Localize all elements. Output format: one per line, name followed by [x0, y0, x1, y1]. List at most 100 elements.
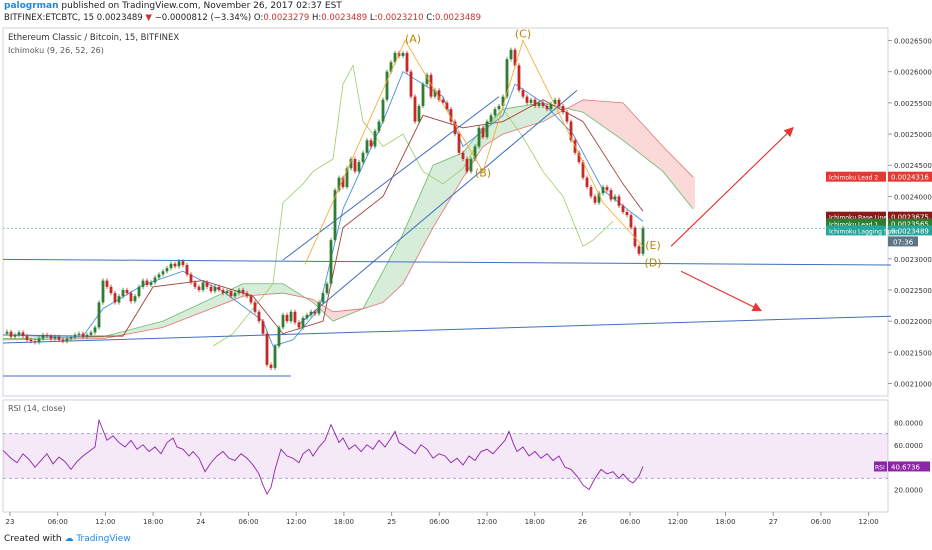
price-tag-label: Ichimoku Lead 1: [829, 222, 878, 229]
candle-body: [501, 96, 505, 106]
kumo-segment: [587, 100, 591, 118]
candle-body: [337, 177, 341, 191]
kumo-segment: [295, 291, 299, 297]
x-tick-label: 18:00: [143, 518, 163, 526]
price-tag-label-bg: [826, 225, 886, 236]
candle-body: [21, 332, 25, 337]
rsi-tick-label: 60.0000: [894, 442, 923, 450]
kumo-segment: [419, 188, 423, 254]
kumo-segment: [651, 133, 655, 166]
kumo-segment: [671, 154, 675, 187]
candle-body: [581, 162, 585, 178]
chart-title: Ethereum Classic / Bitcoin, 15, BITFINEX: [8, 33, 179, 43]
candle-body: [565, 112, 569, 122]
candle-body: [149, 282, 153, 285]
candle-body: [69, 337, 73, 339]
candle-body: [521, 90, 525, 97]
kumo-segment: [95, 336, 99, 339]
candle-body: [29, 339, 33, 342]
kumo-segment: [195, 304, 199, 315]
x-tick-label: 24: [196, 518, 205, 526]
kumo-segment: [259, 283, 263, 295]
kumo-segment: [167, 317, 171, 326]
y-tick-label: 0.0022000: [894, 318, 932, 326]
kumo-segment: [639, 120, 643, 156]
y-tick-label: 0.0021500: [894, 349, 932, 357]
time-axis[interactable]: 23 06:00 12:00 18:00 24 06:00 12:00 18:00 25 06:0…: [6, 512, 879, 526]
close-value: 0.0023489: [435, 13, 481, 23]
candle-body: [505, 59, 509, 97]
kumo-segment: [351, 309, 355, 314]
price-tag: [888, 211, 932, 222]
kumo-segment: [383, 263, 387, 303]
candle-body: [569, 121, 573, 141]
candle-body: [197, 286, 201, 290]
candle-body: [425, 74, 429, 85]
candle-body: [545, 105, 549, 110]
kumo-segment: [283, 283, 287, 294]
x-tick-label: 06:00: [238, 518, 258, 526]
x-tick-label: 06:00: [429, 518, 449, 526]
open-value: 0.0023279: [263, 13, 310, 23]
candle-body: [105, 280, 109, 287]
candle-body: [509, 49, 513, 60]
kumo-segment: [367, 293, 371, 308]
candle-body: [281, 314, 285, 328]
kumo-segment: [163, 319, 167, 328]
candle-body: [561, 105, 565, 113]
kumo-segment: [179, 311, 183, 322]
kumo-segment: [335, 311, 339, 321]
kumo-segment: [399, 233, 403, 288]
candle-body: [109, 286, 113, 294]
kumo-segment: [215, 294, 219, 308]
candle-body: [333, 190, 337, 241]
candle-body: [5, 331, 9, 334]
candle-body: [577, 152, 581, 163]
kumo-segment: [423, 178, 427, 247]
candle-body: [597, 193, 601, 203]
kumo-segment: [579, 99, 583, 113]
tradingview-logo-icon[interactable]: ☁: [64, 534, 74, 544]
trendline: [2, 315, 892, 344]
candle-body: [625, 212, 629, 216]
kumo-segment: [591, 100, 595, 121]
x-tick-label: 06:00: [48, 518, 68, 526]
candle-body: [557, 99, 561, 106]
candle-body: [525, 96, 529, 103]
candle-body: [641, 228, 645, 254]
author-name[interactable]: palogrman: [4, 1, 59, 11]
candle-body: [213, 286, 217, 292]
x-tick-label: 18:00: [715, 518, 735, 526]
kumo-segment: [223, 291, 227, 304]
price-pane[interactable]: 0.0026500 0.0026000 0.0025500 0.0025000 0.00…: [2, 27, 932, 397]
candle-body: [133, 296, 137, 302]
kumo-segment: [395, 241, 399, 292]
kumo-segment: [571, 104, 575, 111]
high-label: H:: [311, 13, 322, 23]
y-tick-label: 0.0024500: [894, 162, 932, 170]
wave-label: (D): [644, 256, 661, 269]
change-value: −0.0000812 (−3.34%): [154, 13, 252, 23]
candle-body: [137, 286, 141, 297]
kumo-segment: [691, 175, 695, 209]
brand-name[interactable]: TradingView: [76, 534, 131, 544]
kumo-segment: [131, 328, 135, 334]
price-tag-label: Ichimoku Lagging Span: [829, 228, 899, 235]
kumo-segment: [247, 283, 251, 296]
kumo-segment: [427, 169, 431, 239]
candle-body: [341, 177, 345, 188]
candle-body: [229, 291, 233, 297]
candle-body: [593, 196, 597, 203]
price-tag-label: Ichimoku Lead 2: [829, 175, 878, 182]
candle-body: [377, 121, 381, 131]
kumo-segment: [655, 137, 659, 169]
rsi-tag-value: 40.6736: [891, 463, 920, 471]
kumo-segment: [199, 302, 203, 314]
kumo-segment: [459, 152, 463, 185]
candle-body: [465, 158, 469, 172]
last-price: 0.0023489: [96, 13, 143, 23]
y-tick-label: 0.0025500: [894, 100, 932, 108]
price-tag-label-bg: [826, 218, 886, 229]
